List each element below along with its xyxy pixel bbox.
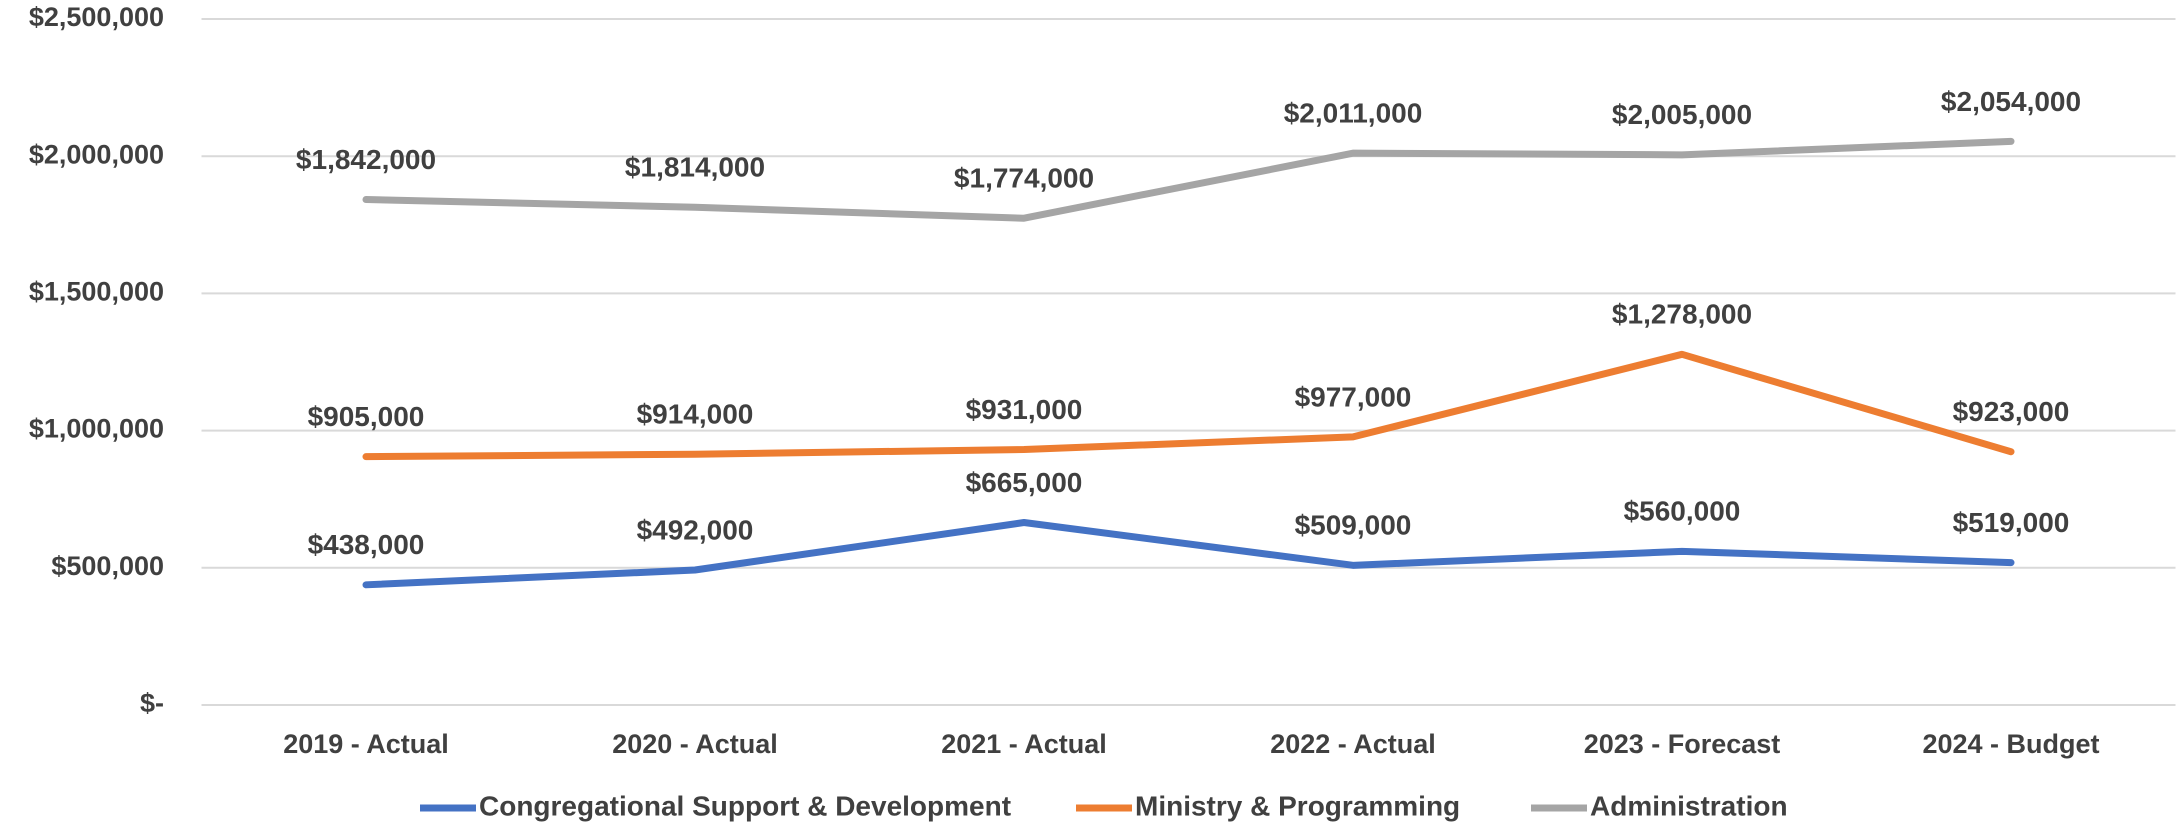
- x-tick-label: 2020 - Actual: [612, 729, 778, 759]
- legend-label: Ministry & Programming: [1135, 790, 1460, 821]
- data-label: $2,005,000: [1612, 99, 1752, 130]
- data-label: $1,774,000: [954, 163, 1094, 194]
- data-label: $2,054,000: [1941, 86, 2081, 117]
- data-label: $1,278,000: [1612, 299, 1752, 330]
- legend-label: Administration: [1590, 790, 1788, 821]
- y-tick-label: $-: [140, 688, 164, 718]
- x-tick-label: 2022 - Actual: [1270, 729, 1436, 759]
- data-label: $2,011,000: [1284, 98, 1423, 129]
- data-label: $977,000: [1295, 381, 1412, 412]
- data-label: $914,000: [637, 399, 754, 430]
- data-label: $519,000: [1953, 507, 2070, 538]
- y-tick-label: $2,000,000: [29, 139, 164, 169]
- data-label: $905,000: [308, 401, 425, 432]
- data-label: $923,000: [1953, 396, 2070, 427]
- legend-label: Congregational Support & Development: [479, 790, 1011, 821]
- x-tick-label: 2021 - Actual: [941, 729, 1107, 759]
- x-tick-label: 2024 - Budget: [1922, 729, 2099, 759]
- series-line: [362, 350, 2015, 461]
- series-line: [362, 519, 2015, 589]
- data-label: $1,814,000: [625, 152, 765, 183]
- y-tick-label: $1,000,000: [29, 414, 164, 444]
- data-label: $665,000: [966, 467, 1083, 498]
- series-line: [362, 137, 2015, 222]
- y-tick-label: $500,000: [51, 551, 164, 581]
- data-label: $509,000: [1295, 510, 1412, 541]
- data-label: $438,000: [308, 529, 425, 560]
- y-tick-label: $1,500,000: [29, 277, 164, 307]
- y-tick-label: $2,500,000: [29, 2, 164, 32]
- x-tick-label: 2019 - Actual: [283, 729, 449, 759]
- x-tick-label: 2023 - Forecast: [1584, 729, 1781, 759]
- data-label: $560,000: [1624, 496, 1741, 527]
- data-label: $1,842,000: [296, 144, 436, 175]
- data-label: $931,000: [966, 394, 1083, 425]
- data-label: $492,000: [637, 514, 754, 545]
